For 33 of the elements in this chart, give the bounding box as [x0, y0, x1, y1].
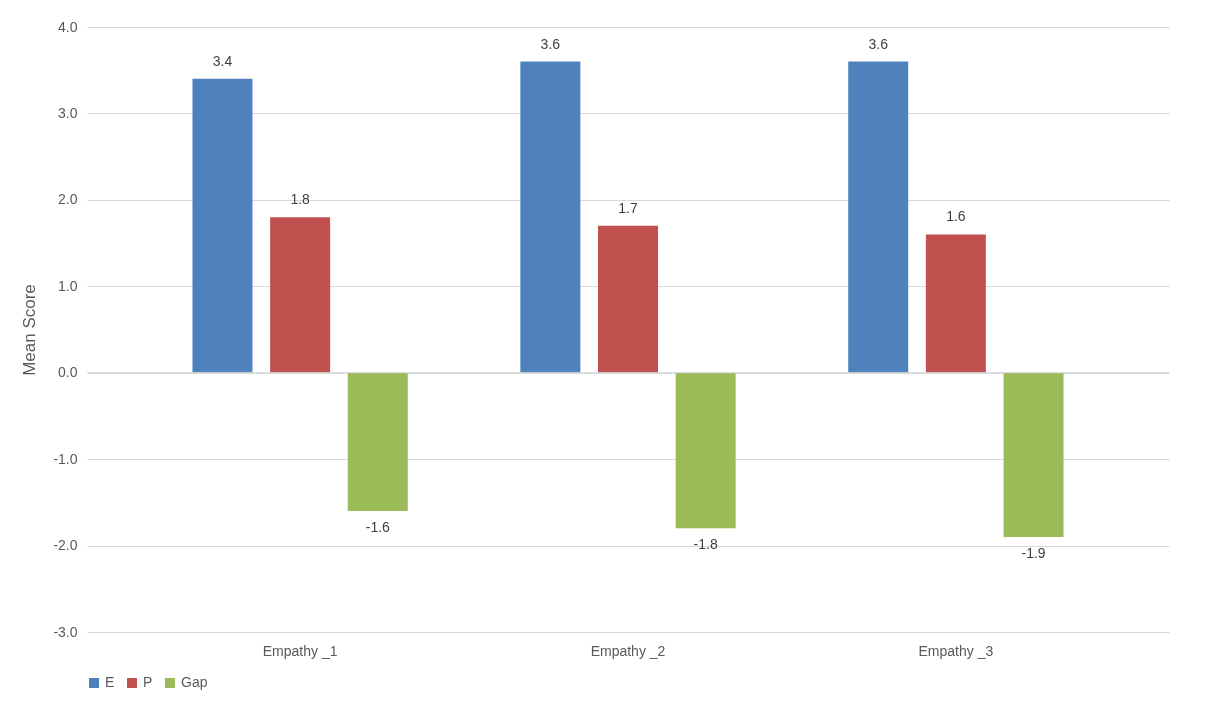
bar	[192, 78, 253, 373]
bar	[925, 234, 986, 373]
data-label: -1.6	[365, 519, 391, 535]
y-tick-label: -1.0	[53, 450, 78, 467]
y-tick-label: 3.0	[58, 104, 78, 121]
bar	[1003, 372, 1064, 537]
data-label: 3.6	[868, 35, 889, 52]
y-tick-label: 0.0	[58, 364, 78, 381]
data-label: 1.7	[618, 199, 638, 216]
bar	[347, 372, 408, 511]
bar	[675, 372, 736, 529]
y-tick-label: -2.0	[53, 537, 78, 554]
data-label: 1.8	[290, 191, 311, 208]
y-axis-title: Mean Score	[20, 284, 40, 376]
x-tick-label: Empathy _3	[918, 642, 994, 659]
data-label: 3.6	[540, 35, 561, 52]
y-tick-label: 1.0	[58, 277, 78, 294]
x-tick-label: Empathy _1	[262, 642, 338, 659]
x-tick-label: Empathy _2	[590, 642, 666, 659]
data-label: -1.8	[693, 536, 718, 553]
data-label: 3.4	[212, 52, 233, 69]
y-tick-label: 2.0	[58, 191, 78, 208]
legend-label: E	[105, 674, 115, 690]
bar	[270, 217, 331, 373]
y-tick-label: 4.0	[58, 18, 78, 35]
legend-label: P	[143, 674, 153, 690]
bar	[520, 61, 581, 373]
bar	[598, 225, 658, 373]
y-tick-label: -3.0	[53, 623, 78, 640]
bar	[848, 61, 909, 373]
data-label: 1.6	[946, 208, 966, 225]
legend-label: Gap	[181, 674, 208, 690]
data-label: -1.9	[1021, 544, 1046, 561]
